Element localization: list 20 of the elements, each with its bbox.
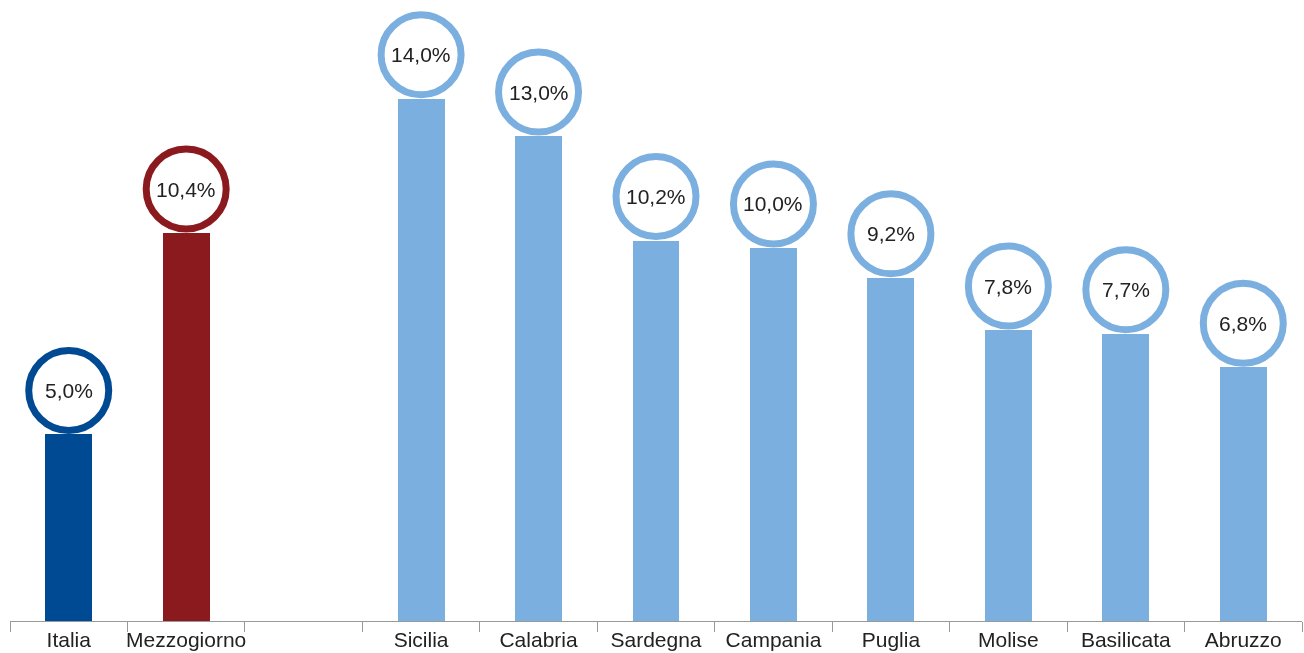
data-label: 14,0% xyxy=(391,43,451,66)
x-tick-label: Basilicata xyxy=(1080,628,1172,652)
data-label: 10,0% xyxy=(743,192,803,215)
x-tick-label: Sicilia xyxy=(393,628,449,652)
data-label: 9,2% xyxy=(867,222,915,245)
x-tick-label: Molise xyxy=(978,628,1039,652)
data-label: 6,8% xyxy=(1219,312,1267,335)
x-tick-label: Campania xyxy=(725,628,822,652)
data-label: 7,7% xyxy=(1102,278,1150,301)
data-label: 10,4% xyxy=(156,178,216,201)
x-tick-label: Sardegna xyxy=(610,628,702,652)
data-label: 5,0% xyxy=(45,379,93,402)
data-label: 10,2% xyxy=(626,185,686,208)
x-tick-label: Puglia xyxy=(861,628,921,652)
data-label: 13,0% xyxy=(509,81,569,104)
x-tick-label: Italia xyxy=(46,628,92,652)
x-tick-label: Calabria xyxy=(499,628,578,652)
x-tick-label: Abruzzo xyxy=(1204,628,1282,652)
data-label: 7,8% xyxy=(984,275,1032,298)
x-tick-label: Mezzogiorno xyxy=(126,628,247,652)
